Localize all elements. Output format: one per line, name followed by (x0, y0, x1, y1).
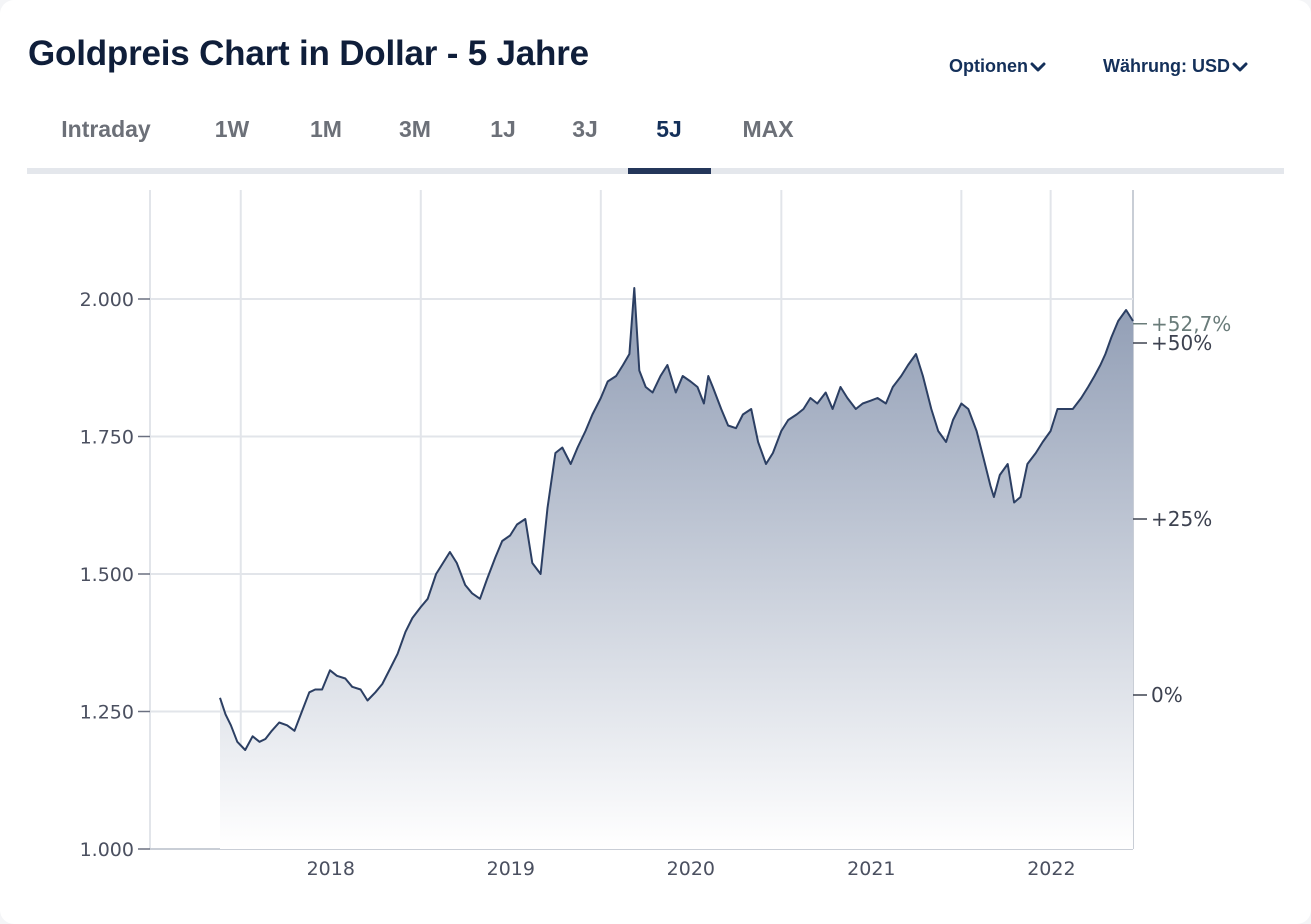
price-line (219, 287, 1134, 751)
pct-tick-label: +25% (1151, 507, 1212, 531)
chevron-down-icon (1232, 62, 1248, 71)
tab-max[interactable]: MAX (742, 116, 794, 142)
options-label: Optionen (949, 56, 1028, 76)
page-title: Goldpreis Chart in Dollar - 5 Jahre (28, 34, 589, 73)
currency-dropdown[interactable]: Währung: USD (1103, 56, 1248, 77)
pct-tick-label: +50% (1151, 331, 1212, 355)
price-area (220, 288, 1133, 849)
tab-3m[interactable]: 3M (399, 116, 431, 142)
pct-tick-label: 0% (1151, 683, 1183, 707)
x-tick-label: 2018 (307, 858, 355, 880)
y-tick-label: 1.500 (80, 564, 134, 586)
x-tick-label: 2020 (667, 858, 715, 880)
x-tick-label: 2019 (487, 858, 535, 880)
y-tick-label: 1.000 (80, 839, 134, 861)
active-tab-indicator (628, 168, 711, 174)
tab-1j[interactable]: 1J (490, 116, 516, 142)
currency-label: Währung: USD (1103, 56, 1230, 76)
current-pct-label: +52,7% (1151, 312, 1231, 336)
y-tick-label: 1.750 (80, 427, 134, 449)
x-tick-label: 2022 (1027, 858, 1075, 880)
chevron-down-icon (1030, 62, 1046, 71)
x-tick-label: 2021 (847, 858, 895, 880)
y-tick-label: 2.000 (80, 289, 134, 311)
tab-5j[interactable]: 5J (656, 116, 682, 142)
tab-1m[interactable]: 1M (310, 116, 342, 142)
tab-intraday[interactable]: Intraday (61, 116, 151, 142)
tab-1w[interactable]: 1W (214, 116, 250, 142)
timeframe-tabs: Intraday 1W 1M 3M 1J 3J 5J MAX (27, 104, 1284, 174)
tab-3j[interactable]: 3J (572, 116, 598, 142)
y-tick-label: 1.250 (80, 702, 134, 724)
options-dropdown[interactable]: Optionen (949, 56, 1046, 77)
